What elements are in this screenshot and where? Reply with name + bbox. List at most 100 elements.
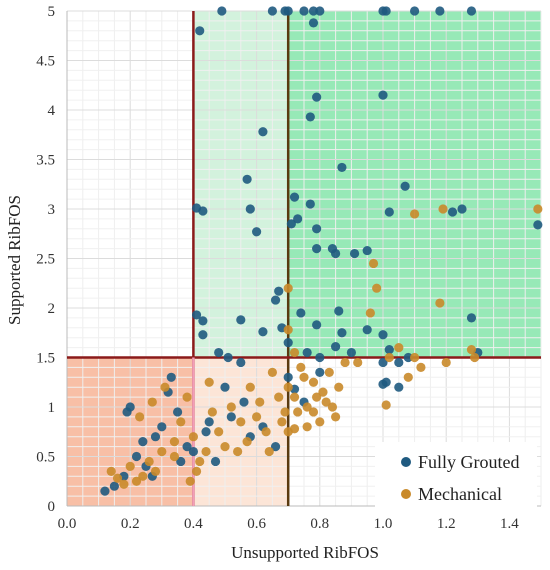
mechanical-point <box>195 456 205 467</box>
mechanical-point <box>308 377 319 387</box>
y-tick-label: 3 <box>48 202 56 218</box>
fully-grouted-point <box>293 214 303 224</box>
x-tick-label: 1.0 <box>374 516 393 532</box>
fully-grouted-point <box>283 6 293 16</box>
mechanical-point <box>236 417 246 427</box>
mechanical-point <box>403 372 413 382</box>
mechanical-point <box>226 402 236 412</box>
fully-grouted-point <box>214 347 224 358</box>
mechanical-point <box>410 209 420 219</box>
mechanical-point <box>157 446 167 457</box>
mechanical-point <box>327 402 338 412</box>
mechanical-point <box>185 476 195 486</box>
mechanical-point <box>365 308 375 318</box>
y-tick-label: 0.5 <box>36 450 55 466</box>
fully-grouted-point <box>223 352 233 363</box>
fully-grouted-point <box>346 347 356 358</box>
mechanical-point <box>283 283 293 293</box>
fully-grouted-point <box>466 6 477 16</box>
fully-grouted-point <box>195 26 205 36</box>
fully-grouted-point <box>286 219 296 229</box>
fully-grouted-point <box>258 327 268 337</box>
mechanical-point <box>384 352 394 363</box>
fully-grouted-point <box>109 481 119 491</box>
mechanical-point <box>289 392 300 402</box>
mechanical-point <box>331 412 341 422</box>
fully-grouted-point <box>157 422 167 432</box>
legend-marker-mechanical <box>401 489 411 499</box>
fully-grouted-point <box>258 127 268 137</box>
legend-marker-fully-grouted <box>401 457 411 467</box>
fully-grouted-point <box>242 174 252 184</box>
y-tick-label: 1.5 <box>36 351 55 367</box>
fully-grouted-point <box>270 295 281 305</box>
fully-grouted-point <box>236 357 246 368</box>
data-points <box>100 6 543 496</box>
mechanical-point <box>394 343 404 353</box>
mechanical-point <box>267 367 277 377</box>
x-tick-label: 1.4 <box>500 516 519 532</box>
mechanical-point <box>283 427 293 437</box>
mechanical-point <box>299 372 309 382</box>
x-tick-labels: 0.0 0.2 0.4 0.6 0.8 1.0 1.2 1.4 <box>58 516 520 532</box>
mechanical-point <box>318 387 328 397</box>
legend-box <box>375 442 537 516</box>
mechanical-point <box>372 283 382 293</box>
fully-grouted-point <box>435 6 445 16</box>
y-tick-labels: 0 0.5 1 1.5 2 2.5 3 3.5 4 4.5 5 <box>36 4 55 515</box>
fully-grouted-point <box>236 315 246 325</box>
mechanical-point <box>302 422 312 432</box>
y-axis-title: Supported RibFOS <box>5 195 24 325</box>
y-tick-label: 2 <box>48 301 56 317</box>
mechanical-point <box>207 407 217 417</box>
mechanical-point <box>283 325 293 335</box>
fully-grouted-point <box>312 244 322 254</box>
fully-grouted-point <box>312 224 322 234</box>
mechanical-point <box>293 407 303 417</box>
fully-grouted-point <box>400 181 410 191</box>
fully-grouted-point <box>384 207 394 217</box>
fully-grouted-point <box>188 446 198 457</box>
mechanical-point <box>147 397 157 407</box>
fully-grouted-point <box>198 316 208 326</box>
mechanical-point <box>312 392 322 402</box>
fully-grouted-point <box>337 328 347 338</box>
mechanical-point <box>441 357 451 368</box>
mechanical-point <box>353 357 363 368</box>
mechanical-point <box>131 476 142 486</box>
fully-grouted-point <box>457 204 467 214</box>
fully-grouted-point <box>378 330 388 340</box>
mechanical-point <box>438 204 448 214</box>
fully-grouted-point <box>289 192 300 202</box>
x-tick-label: 0.8 <box>310 516 329 532</box>
fully-grouted-point <box>315 352 325 363</box>
mechanical-point <box>324 367 334 377</box>
mechanical-point <box>280 407 290 417</box>
mechanical-point <box>308 407 319 417</box>
fully-grouted-point <box>308 6 319 16</box>
mechanical-point <box>245 382 255 392</box>
fully-grouted-point <box>362 325 372 335</box>
fully-grouted-point <box>331 342 341 352</box>
fully-grouted-point <box>150 432 161 442</box>
x-tick-label: 0.4 <box>184 516 203 532</box>
x-tick-label: 0.0 <box>58 516 77 532</box>
mechanical-point <box>169 437 180 447</box>
fully-grouted-point <box>191 310 202 320</box>
mechanical-point <box>470 352 480 363</box>
fully-grouted-point <box>378 357 388 368</box>
fully-grouted-point <box>378 90 388 100</box>
mechanical-point <box>169 451 180 462</box>
fully-grouted-point <box>122 407 132 417</box>
mechanical-point <box>315 417 325 427</box>
mechanical-point <box>264 446 274 457</box>
y-tick-label: 2.5 <box>36 252 55 268</box>
mechanical-point <box>119 479 129 489</box>
y-tick-label: 4.5 <box>36 54 55 70</box>
fully-grouted-point <box>220 382 230 392</box>
fully-grouted-point <box>331 248 341 259</box>
mechanical-point <box>112 473 123 483</box>
mechanical-point <box>201 446 211 457</box>
mechanical-point <box>296 362 306 372</box>
mechanical-point <box>533 204 543 214</box>
